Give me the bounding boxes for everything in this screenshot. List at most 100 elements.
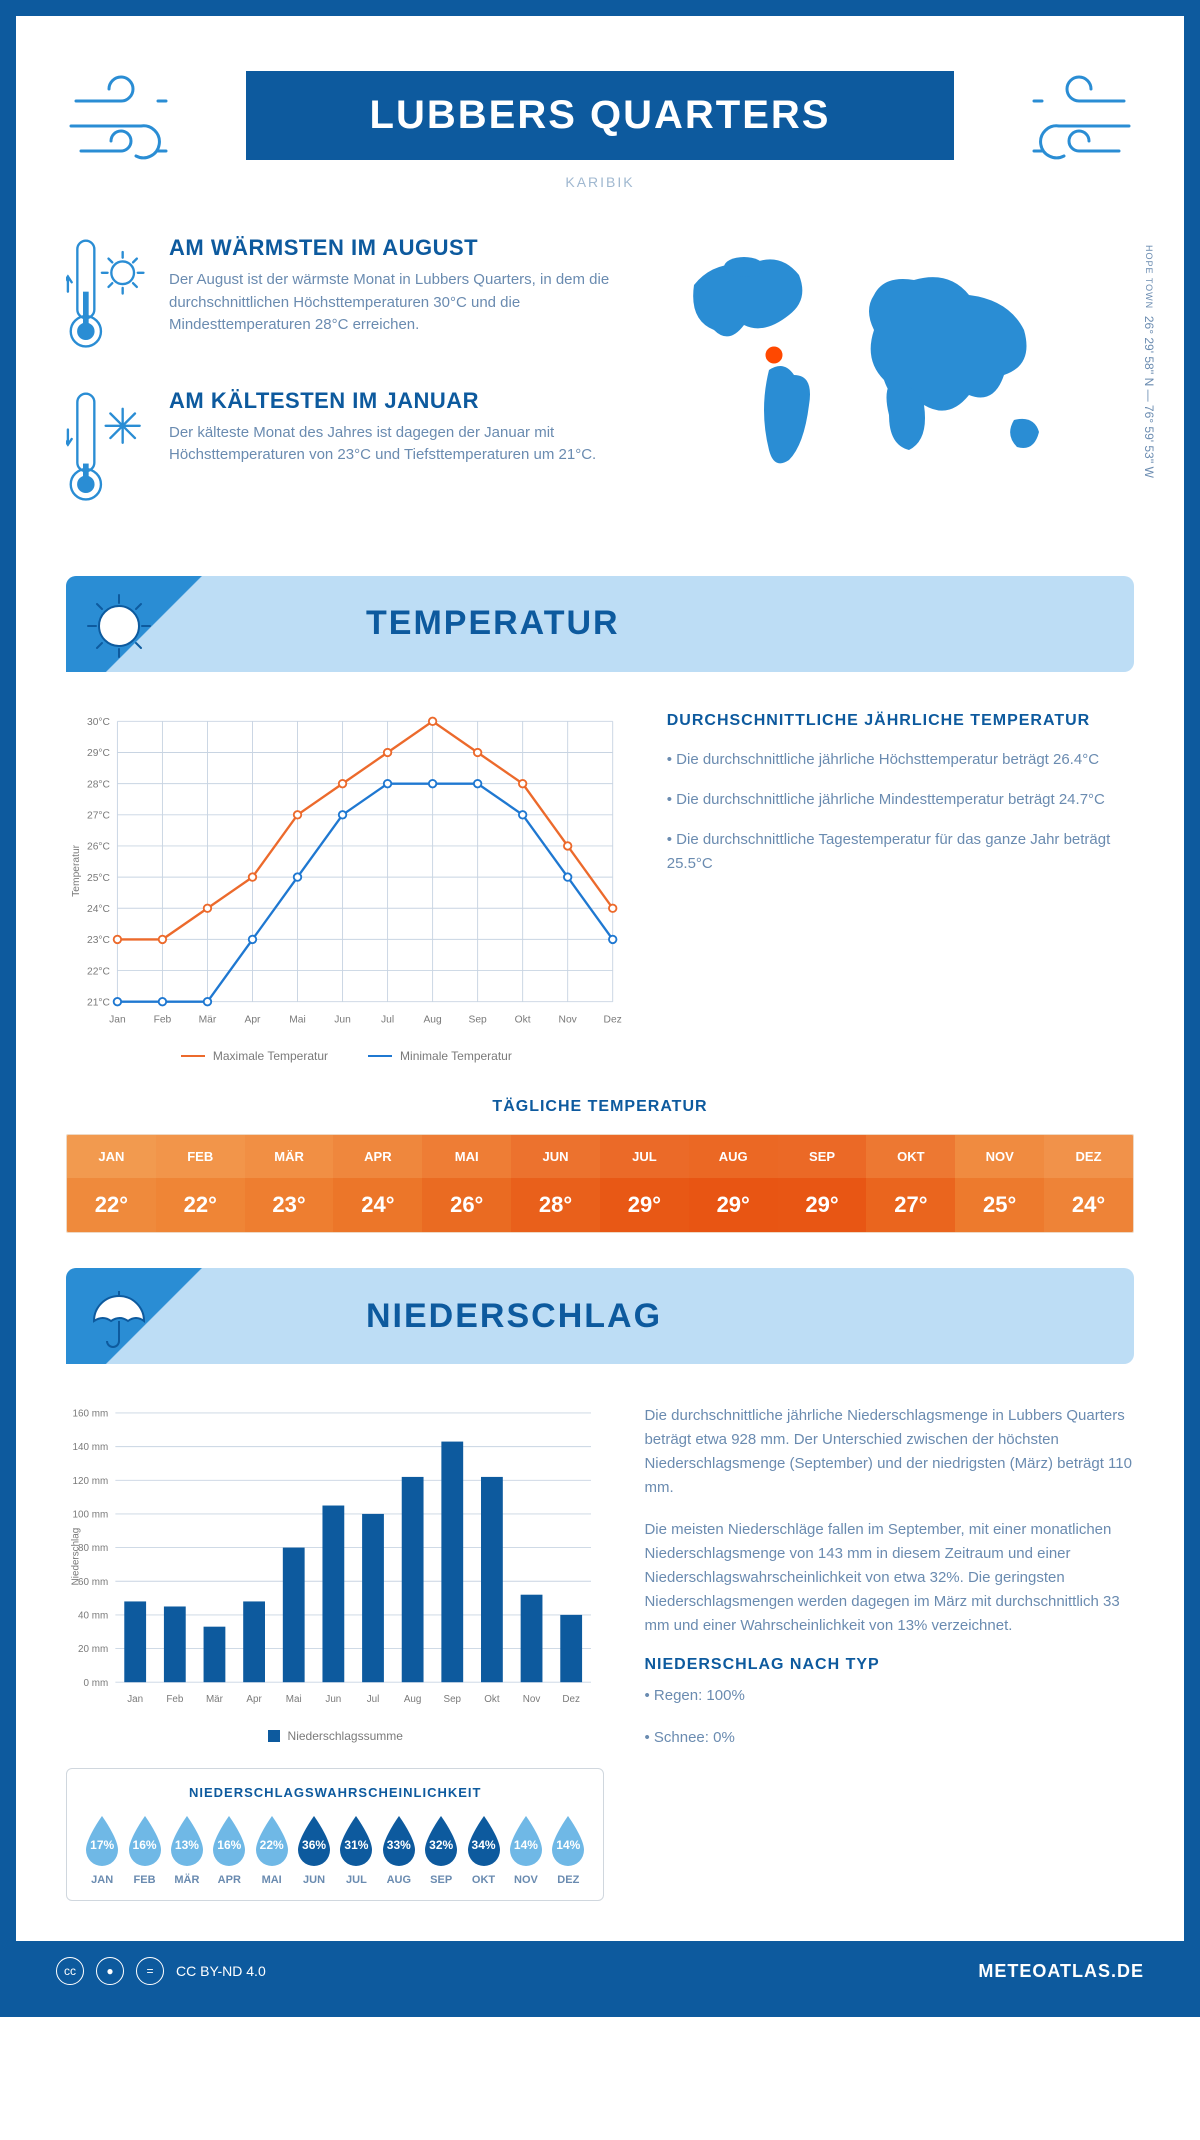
temperature-title: TEMPERATUR — [366, 604, 620, 643]
svg-text:0 mm: 0 mm — [84, 1678, 109, 1689]
svg-text:60 mm: 60 mm — [78, 1577, 108, 1588]
svg-text:20 mm: 20 mm — [78, 1644, 108, 1655]
fact-warm-body: Der August ist der wärmste Monat in Lubb… — [169, 269, 624, 337]
daily-value-cell: 24° — [333, 1178, 422, 1232]
svg-text:Jul: Jul — [381, 1014, 394, 1025]
svg-text:Aug: Aug — [404, 1694, 422, 1705]
probability-drop: 16%FEB — [123, 1814, 165, 1886]
svg-text:22°C: 22°C — [87, 966, 111, 977]
daily-value-cell: 29° — [689, 1178, 778, 1232]
svg-text:80 mm: 80 mm — [78, 1543, 108, 1554]
temp-stat-3: • Die durchschnittliche Tagestemperatur … — [667, 828, 1134, 876]
infographic-frame: LUBBERS QUARTERS KARIBIK — [0, 0, 1200, 2017]
probability-drop: 14%DEZ — [547, 1814, 589, 1886]
probability-drop: 36%JUN — [293, 1814, 335, 1886]
svg-text:Dez: Dez — [562, 1694, 580, 1705]
svg-text:Jan: Jan — [127, 1694, 143, 1705]
precipitation-chart: 0 mm20 mm40 mm60 mm80 mm100 mm120 mm140 … — [66, 1404, 604, 1709]
precip-type-1: • Regen: 100% — [644, 1684, 1134, 1708]
svg-text:Nov: Nov — [523, 1694, 541, 1705]
probability-drop: 22%MAI — [251, 1814, 293, 1886]
svg-text:Mai: Mai — [289, 1014, 306, 1025]
daily-value-cell: 29° — [778, 1178, 867, 1232]
section-header-precipitation: NIEDERSCHLAG — [66, 1268, 1134, 1364]
probability-drop: 34%OKT — [462, 1814, 504, 1886]
svg-text:40 mm: 40 mm — [78, 1611, 108, 1622]
svg-text:Temperatur: Temperatur — [71, 844, 82, 897]
fact-coldest: AM KÄLTESTEN IM JANUAR Der kälteste Mona… — [66, 388, 624, 511]
probability-drop: 16%APR — [208, 1814, 250, 1886]
by-icon: ● — [96, 1957, 124, 1985]
svg-text:24°C: 24°C — [87, 904, 111, 915]
thermometer-sun-icon — [66, 235, 151, 358]
daily-value-cell: 28° — [511, 1178, 600, 1232]
fact-cold-title: AM KÄLTESTEN IM JANUAR — [169, 388, 624, 414]
footer-brand: METEOATLAS.DE — [978, 1961, 1144, 1982]
daily-head-cell: MÄR — [245, 1135, 334, 1178]
daily-value-cell: 22° — [156, 1178, 245, 1232]
svg-text:100 mm: 100 mm — [73, 1510, 109, 1521]
precipitation-legend: Niederschlagssumme — [66, 1729, 604, 1743]
nd-icon: = — [136, 1957, 164, 1985]
probability-drop: 14%NOV — [505, 1814, 547, 1886]
world-map: HOPE TOWN 26° 29' 58'' N — 76° 59' 53'' … — [654, 235, 1134, 541]
daily-head-cell: JAN — [67, 1135, 156, 1178]
temp-stat-2: • Die durchschnittliche jährliche Mindes… — [667, 788, 1134, 812]
fact-warmest: AM WÄRMSTEN IM AUGUST Der August ist der… — [66, 235, 624, 358]
daily-value-cell: 29° — [600, 1178, 689, 1232]
daily-head-cell: NOV — [955, 1135, 1044, 1178]
svg-text:21°C: 21°C — [87, 997, 111, 1008]
probability-drop: 32%SEP — [420, 1814, 462, 1886]
svg-text:Mär: Mär — [206, 1694, 224, 1705]
precipitation-probability: NIEDERSCHLAGSWAHRSCHEINLICHKEIT 17%JAN16… — [66, 1768, 604, 1901]
sun-icon — [84, 591, 154, 661]
footer-license: cc ● = CC BY-ND 4.0 — [56, 1957, 266, 1985]
temp-stats-title: DURCHSCHNITTLICHE JÄHRLICHE TEMPERATUR — [667, 712, 1134, 730]
svg-text:Mai: Mai — [286, 1694, 302, 1705]
wind-deco-left-icon — [66, 61, 196, 181]
precip-type-title: NIEDERSCHLAG NACH TYP — [644, 1656, 1134, 1674]
probability-drop: 33%AUG — [378, 1814, 420, 1886]
precipitation-title: NIEDERSCHLAG — [366, 1297, 662, 1336]
temperature-chart: 21°C22°C23°C24°C25°C26°C27°C28°C29°C30°C… — [66, 712, 627, 1064]
svg-text:Okt: Okt — [484, 1694, 500, 1705]
daily-head-cell: AUG — [689, 1135, 778, 1178]
svg-text:Apr: Apr — [244, 1014, 261, 1025]
svg-text:Nov: Nov — [559, 1014, 578, 1025]
fact-warm-title: AM WÄRMSTEN IM AUGUST — [169, 235, 624, 261]
svg-text:Sep: Sep — [444, 1694, 462, 1705]
daily-head-cell: APR — [333, 1135, 422, 1178]
daily-value-cell: 26° — [422, 1178, 511, 1232]
fact-cold-body: Der kälteste Monat des Jahres ist dagege… — [169, 422, 624, 467]
daily-head-cell: DEZ — [1044, 1135, 1133, 1178]
svg-text:25°C: 25°C — [87, 872, 111, 883]
svg-text:Feb: Feb — [154, 1014, 172, 1025]
wind-deco-right-icon — [1004, 61, 1134, 181]
daily-value-cell: 22° — [67, 1178, 156, 1232]
daily-value-cell: 23° — [245, 1178, 334, 1232]
world-map-svg — [654, 235, 1134, 495]
page-title: LUBBERS QUARTERS — [246, 71, 954, 160]
daily-value-cell: 24° — [1044, 1178, 1133, 1232]
thermometer-snow-icon — [66, 388, 151, 511]
svg-text:27°C: 27°C — [87, 810, 111, 821]
probability-drop: 17%JAN — [81, 1814, 123, 1886]
coordinates: HOPE TOWN 26° 29' 58'' N — 76° 59' 53'' … — [1142, 245, 1156, 478]
daily-value-cell: 25° — [955, 1178, 1044, 1232]
svg-text:26°C: 26°C — [87, 841, 111, 852]
svg-text:23°C: 23°C — [87, 935, 111, 946]
daily-temperature-table: JANFEBMÄRAPRMAIJUNJULAUGSEPOKTNOVDEZ22°2… — [66, 1134, 1134, 1233]
section-header-temperature: TEMPERATUR — [66, 576, 1134, 672]
precip-body-2: Die meisten Niederschläge fallen im Sept… — [644, 1518, 1134, 1638]
svg-text:Apr: Apr — [246, 1694, 262, 1705]
daily-head-cell: JUN — [511, 1135, 600, 1178]
daily-temp-title: TÄGLICHE TEMPERATUR — [66, 1098, 1134, 1116]
intro-row: AM WÄRMSTEN IM AUGUST Der August ist der… — [66, 235, 1134, 541]
svg-text:28°C: 28°C — [87, 779, 111, 790]
precip-type-2: • Schnee: 0% — [644, 1726, 1134, 1750]
daily-value-cell: 27° — [866, 1178, 955, 1232]
svg-text:140 mm: 140 mm — [73, 1442, 109, 1453]
svg-text:160 mm: 160 mm — [73, 1409, 109, 1420]
svg-text:30°C: 30°C — [87, 717, 111, 728]
footer: cc ● = CC BY-ND 4.0 METEOATLAS.DE — [16, 1941, 1184, 2001]
